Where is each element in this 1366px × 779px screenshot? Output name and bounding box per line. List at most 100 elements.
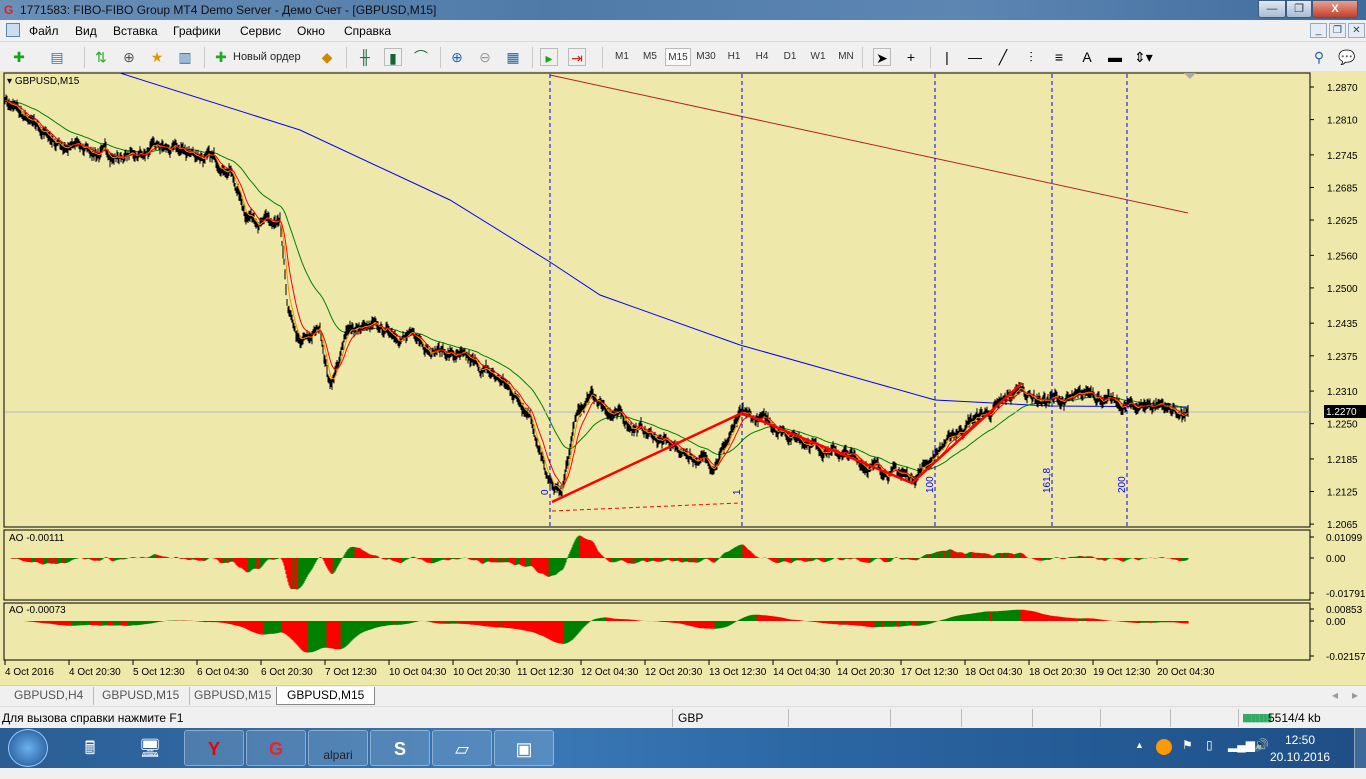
zoom-out-icon[interactable]: ⊖ — [479, 49, 491, 65]
time-tick-label: 4 Oct 20:30 — [69, 667, 121, 678]
candlestick-chart-icon[interactable]: ▮ — [384, 48, 402, 66]
timeframe-w1[interactable]: W1 — [810, 51, 826, 62]
price-tick-label: 1.2810 — [1327, 116, 1358, 127]
timeframe-m5[interactable]: M5 — [643, 51, 657, 62]
chart-tab[interactable]: GBPUSD,M15 — [184, 687, 283, 705]
tray-app-icon[interactable] — [1156, 739, 1172, 755]
menu-tools[interactable]: Сервис — [240, 24, 282, 38]
chat-icon[interactable]: 💬 — [1338, 49, 1356, 65]
taskbar-app-computer-search[interactable]: 🖥 — [138, 738, 162, 758]
separator — [204, 47, 205, 68]
chart-tab[interactable]: GBPUSD,M15 — [92, 687, 191, 705]
menu-help[interactable]: Справка — [344, 24, 392, 38]
restore-button[interactable]: ❐ — [1286, 0, 1312, 18]
cursor-icon[interactable]: ➤ — [873, 48, 891, 66]
taskbar-app-notepad[interactable]: ▱ — [432, 730, 492, 766]
volume-icon[interactable]: 🔊 — [1254, 738, 1269, 752]
chart-window[interactable]: 1.2870 1.2810 1.2745 1.2685 1.2625 1.2560 1.25… — [0, 71, 1366, 685]
taskbar-app-yandex[interactable]: Y — [184, 730, 244, 766]
price-tick-label: 1.2745 — [1327, 151, 1358, 162]
text-icon[interactable]: A — [1082, 49, 1092, 65]
fibo-time-zone-label: 0 — [540, 489, 551, 495]
start-button[interactable] — [8, 729, 48, 767]
timeframe-m1[interactable]: M1 — [615, 51, 629, 62]
mdi-restore-button[interactable]: ❐ — [1329, 23, 1346, 38]
new-chart-icon[interactable]: ✚ — [13, 49, 25, 65]
separator — [930, 47, 931, 68]
time-tick-label: 6 Oct 04:30 — [197, 667, 249, 678]
arrows-icon[interactable]: ⇕▾ — [1134, 49, 1153, 65]
scroll-left-icon[interactable]: ◂ — [1332, 688, 1339, 702]
action-center-flag-icon[interactable]: ⚑ — [1182, 738, 1193, 752]
timeframe-h4[interactable]: H4 — [755, 51, 769, 62]
ao1-bear-bars — [9, 535, 1181, 590]
mdi-close-button[interactable]: ✕ — [1348, 23, 1365, 38]
menu-view[interactable]: Вид — [75, 24, 97, 38]
fibo-base-line — [551, 502, 741, 512]
taskbar-app-alpari[interactable]: alpari — [308, 730, 368, 766]
chart-shift-icon[interactable]: ⇥ — [568, 48, 586, 66]
timeframe-mn[interactable]: MN — [838, 51, 854, 62]
market-watch-icon[interactable]: ⇅ — [95, 49, 107, 65]
timeframe-m15[interactable]: M15 — [665, 48, 691, 66]
divider — [1238, 709, 1239, 727]
expert-advisors-icon[interactable]: ◆ — [321, 49, 333, 65]
horizontal-line-icon[interactable]: — — [968, 49, 982, 65]
favorites-icon[interactable]: ★ — [150, 49, 164, 65]
trendline-icon[interactable]: ╱ — [998, 49, 1008, 65]
clock-date[interactable]: 20.10.2016 — [1270, 750, 1331, 764]
zoom-in-icon[interactable]: ⊕ — [451, 49, 463, 65]
fibonacci-icon[interactable]: ≡ — [1054, 49, 1064, 65]
chart-shift-marker-icon — [1184, 73, 1196, 79]
chart-canvas[interactable]: 1.2870 1.2810 1.2745 1.2685 1.2625 1.2560 1.25… — [0, 71, 1366, 685]
current-price-tag-label: 1.2270 — [1326, 407, 1357, 418]
bar-chart-icon[interactable]: ╫ — [360, 49, 370, 65]
vertical-line-icon[interactable]: | — [945, 49, 949, 65]
ao2-label: AO -0.00073 — [9, 605, 66, 616]
mdi-minimize-button[interactable]: _ — [1310, 23, 1327, 38]
equidistant-channel-icon[interactable]: ⫶ — [1029, 49, 1033, 65]
minimize-button[interactable]: — — [1258, 0, 1286, 18]
timeframe-d1[interactable]: D1 — [783, 51, 797, 62]
new-order-icon[interactable]: ✚ — [215, 49, 227, 65]
taskbar-app-skype[interactable]: S — [370, 730, 430, 766]
price-tick-label: 1.2065 — [1327, 520, 1358, 531]
timeframe-h1[interactable]: H1 — [727, 51, 741, 62]
taskbar-app-fibo-group[interactable]: G — [246, 730, 306, 766]
ao1-label: AO -0.00111 — [9, 533, 65, 544]
chart-tab[interactable]: GBPUSD,M15 — [276, 687, 376, 705]
power-icon[interactable]: ▯ — [1206, 738, 1213, 752]
profiles-icon[interactable]: ▤ — [50, 49, 64, 65]
search-icon[interactable]: ⚲ — [1313, 49, 1325, 65]
new-order-button[interactable]: Новый ордер — [233, 51, 301, 63]
chart-tab[interactable]: GBPUSD,H4 — [4, 687, 95, 705]
separator — [346, 47, 347, 68]
timeframe-m30[interactable]: M30 — [696, 51, 716, 62]
long-moving-average-line — [549, 74, 1189, 214]
show-hidden-icons[interactable]: ▲ — [1135, 740, 1144, 750]
menu-file[interactable]: Файл — [29, 24, 59, 38]
menu-insert[interactable]: Вставка — [113, 24, 158, 38]
line-chart-icon[interactable]: ⌒ — [414, 49, 428, 65]
tile-windows-icon[interactable]: ▦ — [506, 49, 520, 65]
divider — [672, 709, 673, 727]
label-icon[interactable]: ▬ — [1108, 49, 1122, 65]
close-button[interactable]: X — [1312, 0, 1358, 18]
separator — [862, 47, 863, 68]
separator — [532, 47, 533, 68]
menu-window[interactable]: Окно — [297, 24, 325, 38]
scroll-right-icon[interactable]: ▸ — [1352, 688, 1359, 702]
auto-scroll-icon[interactable]: ▸ — [540, 48, 558, 66]
clock-time[interactable]: 12:50 — [1285, 733, 1316, 747]
taskbar-app-calculator[interactable]: 🖩 — [84, 738, 96, 758]
navigator-crosshair-icon[interactable]: ⊕ — [123, 49, 135, 65]
network-icon[interactable]: ▂▄▆ — [1228, 738, 1255, 752]
ao2-tick-label: 0.00 — [1326, 617, 1346, 628]
time-tick-label: 17 Oct 12:30 — [901, 667, 959, 678]
taskbar-app-photo-viewer[interactable]: ▣ — [494, 730, 554, 766]
terminal-icon[interactable]: ▥ — [178, 49, 192, 65]
crosshair-icon[interactable]: + — [906, 49, 916, 65]
time-tick-label: 20 Oct 04:30 — [1157, 667, 1215, 678]
menu-charts[interactable]: Графики — [173, 24, 221, 38]
show-desktop-button[interactable] — [1354, 728, 1366, 768]
